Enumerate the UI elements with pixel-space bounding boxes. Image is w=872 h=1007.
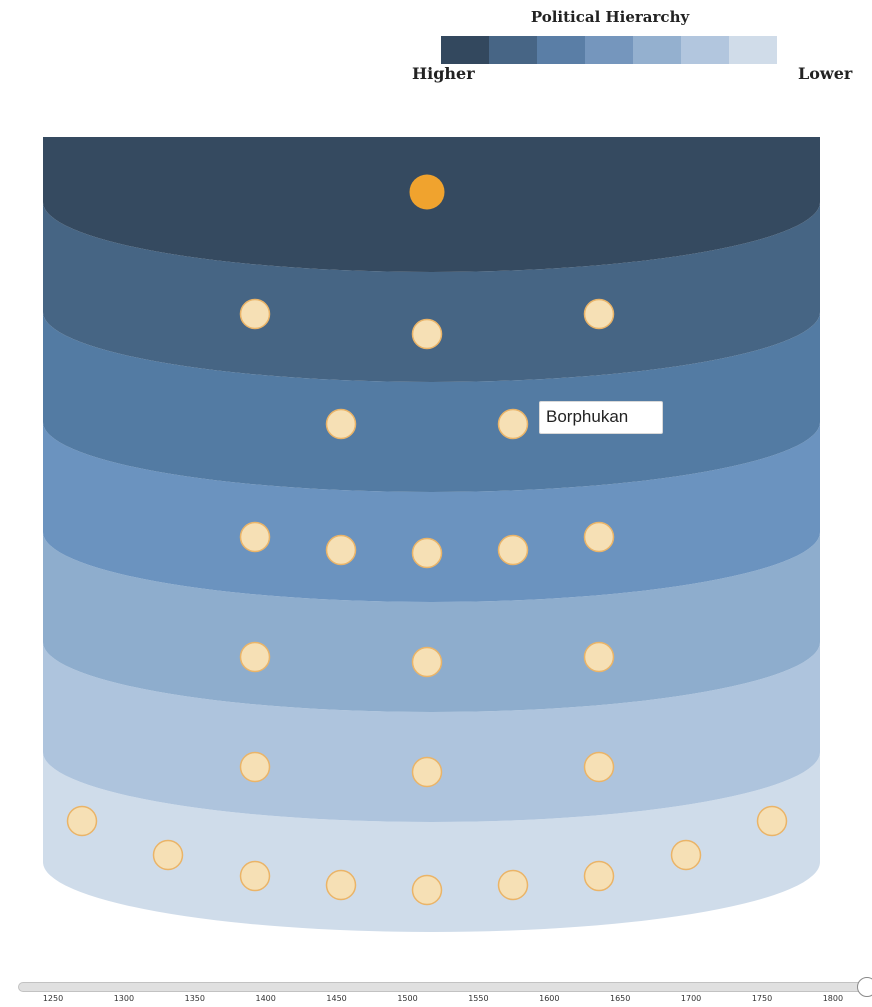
hierarchy-node[interactable]	[239, 641, 271, 673]
hierarchy-node[interactable]	[497, 869, 529, 901]
timeline-tick-label: 1250	[42, 994, 64, 1003]
legend-swatch	[681, 36, 729, 64]
slider-handle[interactable]	[857, 977, 872, 997]
timeline-tick-label: 1750	[751, 994, 773, 1003]
highlighted-node[interactable]	[409, 174, 445, 210]
hierarchy-node[interactable]	[756, 805, 788, 837]
hierarchy-node[interactable]	[66, 805, 98, 837]
hierarchy-node[interactable]	[670, 839, 702, 871]
hierarchy-node[interactable]	[583, 521, 615, 553]
timeline-tick-label: 1600	[539, 994, 560, 1003]
timeline-tick-label: 1300	[113, 994, 135, 1003]
hierarchy-node[interactable]	[583, 298, 615, 330]
legend-swatch	[729, 36, 777, 64]
hierarchy-node[interactable]	[239, 521, 271, 553]
legend-high-label: Higher	[412, 64, 475, 83]
legend-low-label: Lower	[798, 64, 853, 83]
hierarchy-node[interactable]	[325, 869, 357, 901]
legend-title: Political Hierarchy	[530, 8, 690, 26]
hierarchy-tier	[43, 312, 820, 492]
hierarchy-node[interactable]	[239, 860, 271, 892]
hierarchy-node[interactable]	[497, 408, 529, 440]
timeline-tick-label: 1650	[610, 994, 631, 1003]
hierarchy-node[interactable]	[497, 534, 529, 566]
hierarchy-tier	[43, 532, 820, 712]
hierarchy-tier	[43, 422, 820, 602]
hierarchy-node[interactable]	[411, 874, 443, 906]
timeline-tick-label: 1800	[822, 994, 844, 1003]
hierarchy-tier	[43, 202, 820, 382]
legend-swatch	[489, 36, 537, 64]
hierarchy-diagram	[43, 137, 820, 933]
legend-color-scale	[441, 36, 777, 64]
timeline-tick-label: 1550	[468, 994, 489, 1003]
hierarchy-node[interactable]	[583, 641, 615, 673]
hierarchy-node[interactable]	[411, 756, 443, 788]
hierarchy-node[interactable]	[583, 751, 615, 783]
legend-swatch	[633, 36, 681, 64]
hierarchy-node[interactable]	[239, 298, 271, 330]
timeline-tick-label: 1450	[326, 994, 347, 1003]
timeline-tick-label: 1500	[397, 994, 418, 1003]
hierarchy-tier	[43, 752, 820, 933]
slider-track[interactable]	[18, 982, 868, 992]
hierarchy-node[interactable]	[411, 318, 443, 350]
hierarchy-node[interactable]	[583, 860, 615, 892]
timeline-tick-label: 1400	[255, 994, 276, 1003]
hierarchy-node[interactable]	[411, 537, 443, 569]
legend-swatch	[441, 36, 489, 64]
hierarchy-node[interactable]	[325, 408, 357, 440]
timeline-tick-label: 1350	[184, 994, 205, 1003]
node-tooltip: Borphukan	[539, 401, 663, 434]
hierarchy-tier	[43, 642, 820, 822]
timeline-tick-label: 1700	[680, 994, 702, 1003]
hierarchy-node[interactable]	[411, 646, 443, 678]
hierarchy-node[interactable]	[152, 839, 184, 871]
legend-swatch	[537, 36, 585, 64]
hierarchy-node[interactable]	[239, 751, 271, 783]
legend-swatch	[585, 36, 633, 64]
hierarchy-node[interactable]	[325, 534, 357, 566]
